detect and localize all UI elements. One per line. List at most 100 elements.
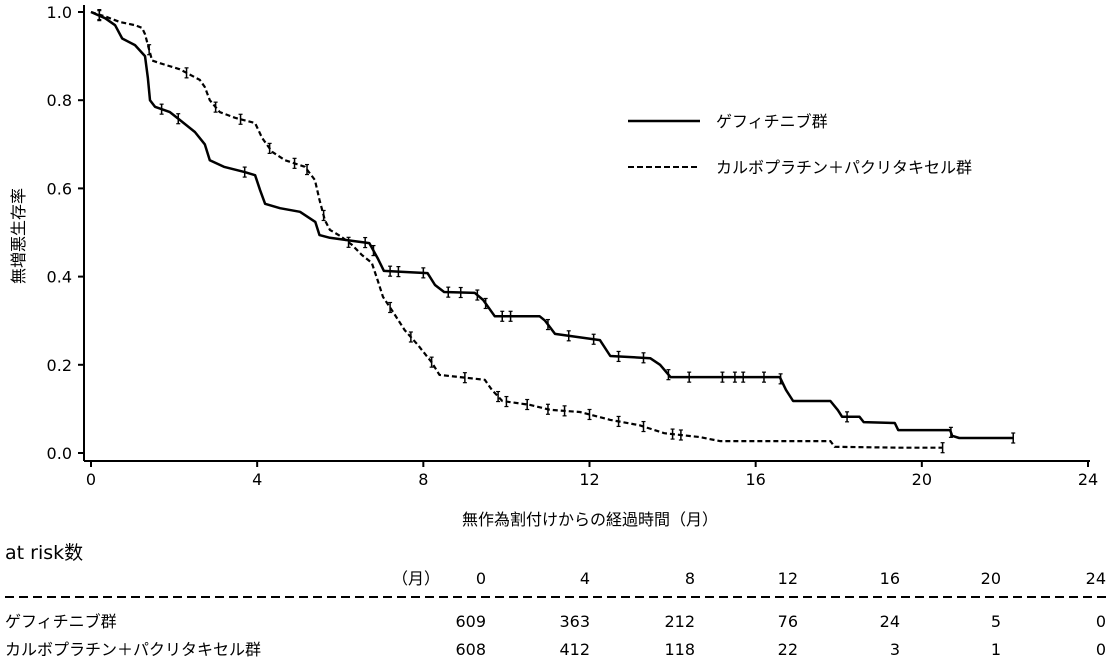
risk-value: 22 [778,640,798,659]
censor-mark [508,310,513,322]
x-tick-label: 8 [418,470,428,489]
censor-mark [591,333,596,345]
y-tick-label: 1.0 [47,3,72,22]
risk-unit-label: （月） [392,569,440,588]
legend-label-carbo-paclitaxel: カルボプラチン＋パクリタキセル群 [716,158,972,177]
censor-mark [238,113,243,125]
risk-value: 1 [991,640,1001,659]
risk-time-headers: 0 4 8 12 16 20 24 [476,569,1106,588]
risk-row-label: ゲフィチニブ群 [5,612,117,631]
censor-mark [429,356,434,368]
risk-time-header: 8 [685,569,695,588]
censor-mark [687,371,692,383]
censor-mark [720,371,725,383]
censor-mark [475,289,480,301]
censor-mark [97,8,102,21]
risk-time-header: 4 [580,569,590,588]
y-axis-label: 無増悪生存率 [9,188,28,284]
censor-mark [388,265,393,277]
censor-mark [948,426,953,438]
censor-mark [321,209,326,222]
censor-mark [408,331,413,343]
censor-mark [267,142,272,154]
risk-time-header: 20 [981,569,1001,588]
censor-mark [504,395,509,408]
risk-time-header: 16 [880,569,900,588]
censor-mark [500,310,505,322]
series-group [90,8,1016,454]
censor-mark [940,442,945,454]
risk-time-header: 0 [476,569,486,588]
censor-mark [545,403,550,415]
x-tick-label: 24 [1078,470,1098,489]
y-tick-label: 0.4 [47,268,72,287]
x-ticks: 0 4 8 12 16 20 24 [86,461,1098,489]
y-tick-label: 0.6 [47,179,72,198]
y-tick-label: 0.0 [47,444,72,463]
censor-mark [421,267,426,279]
y-tick-label: 0.8 [47,91,72,110]
censor-mark [741,371,746,383]
censor-mark [242,166,247,178]
censor-mark [147,44,152,56]
censor-mark [545,318,550,331]
risk-table: at risk数 （月） 0 4 8 12 16 20 24 ゲフィチニブ群 カルボプラチン… [5,542,1108,659]
censor-mark [363,236,368,249]
risk-value: 5 [991,612,1001,631]
censor-mark [446,286,451,298]
censor-mark [616,350,621,363]
survival-curve-gefitinib [90,10,1014,440]
x-axis-label: 無作為割付けからの経過時間（月） [462,510,718,529]
censor-mark [778,373,783,385]
censor-mark [213,101,218,113]
x-tick-label: 16 [745,470,765,489]
censor-mark [666,369,671,381]
censor-mark [562,405,567,417]
risk-value: 3 [890,640,900,659]
risk-value: 608 [455,640,486,659]
censor-mark [305,163,310,176]
censor-mark [458,286,463,299]
risk-value: 609 [455,612,486,631]
censor-mark [761,371,766,383]
risk-value: 212 [664,612,695,631]
risk-value: 0 [1096,640,1106,659]
censor-mark [184,67,189,79]
censor-mark [732,371,737,383]
axes [83,5,1090,462]
y-ticks: 0.0 0.2 0.4 0.6 0.8 1.0 [47,3,84,463]
x-tick-label: 12 [579,470,599,489]
censor-mark [388,301,393,314]
censor-mark [641,352,646,364]
censor-mark [483,297,488,310]
x-tick-label: 0 [86,470,96,489]
censor-mark [525,398,530,411]
legend-label-gefitinib: ゲフィチニブ群 [716,112,828,131]
x-tick-label: 4 [252,470,262,489]
censor-mark [496,390,501,403]
censor-mark [292,157,297,169]
censor-mark [346,236,351,248]
risk-value: 24 [880,612,900,631]
risk-value: 0 [1096,612,1106,631]
censor-mark [566,330,571,342]
survival-curve-carbo-paclitaxel [90,10,943,449]
risk-table-title: at risk数 [5,542,83,564]
censor-mark [371,244,376,257]
risk-value: 76 [778,612,798,631]
y-tick-label: 0.2 [47,356,72,375]
risk-value: 363 [559,612,590,631]
risk-time-header: 12 [778,569,798,588]
censor-mark [462,372,467,384]
risk-value: 412 [559,640,590,659]
x-tick-label: 20 [912,470,932,489]
risk-value: 118 [664,640,695,659]
censor-mark [587,408,592,421]
legend: ゲフィチニブ群 カルボプラチン＋パクリタキセル群 [628,112,972,177]
risk-values: 609 363 212 76 24 5 0 608 412 118 22 3 1 0 [455,612,1106,659]
risk-time-header: 24 [1086,569,1106,588]
censor-mark [641,420,646,433]
censor-mark [396,266,401,278]
censor-mark [845,411,850,423]
